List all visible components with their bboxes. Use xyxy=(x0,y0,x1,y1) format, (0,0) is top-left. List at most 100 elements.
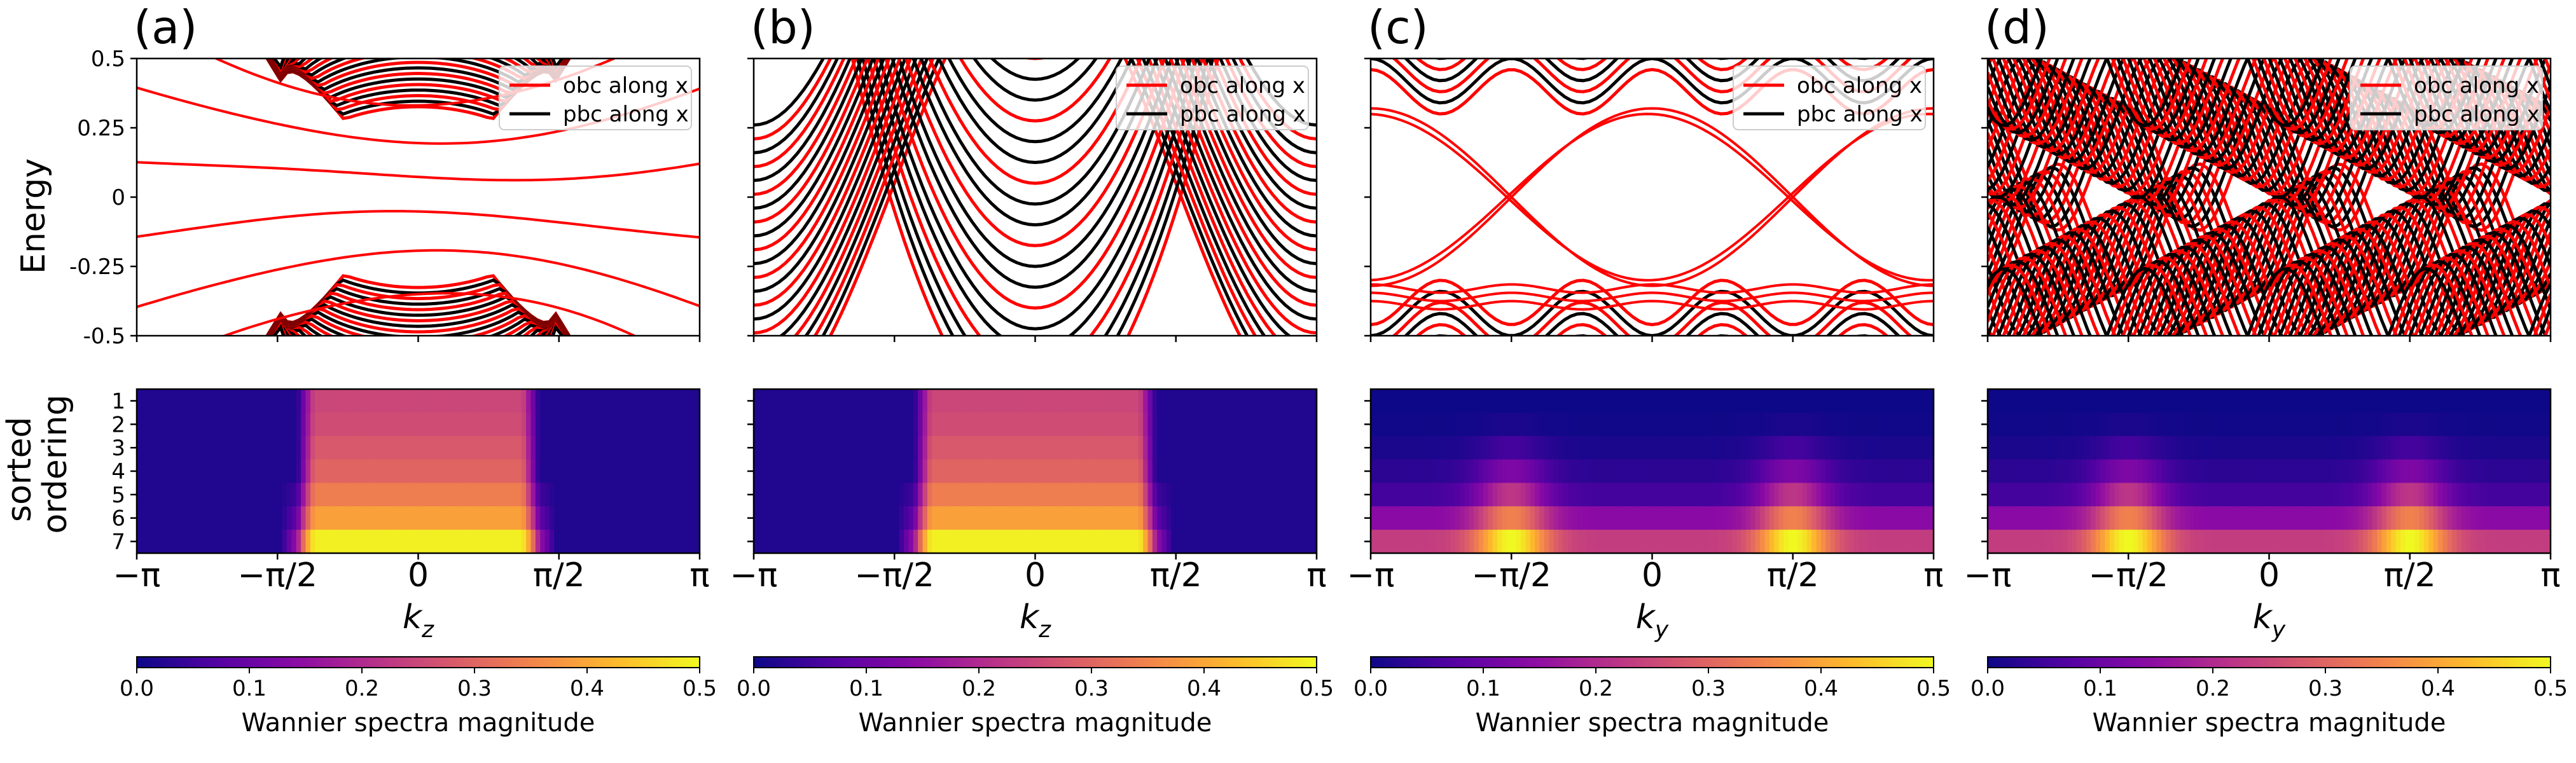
heatmap-cell xyxy=(2213,436,2218,460)
heatmap-cell xyxy=(2456,459,2462,484)
heatmap-cell xyxy=(2208,530,2213,554)
heatmap-cell xyxy=(258,389,264,413)
heatmap-cell xyxy=(690,483,696,507)
heatmap-cell xyxy=(662,530,667,554)
heatmap-cell xyxy=(2461,389,2467,413)
heatmap-cell xyxy=(1600,389,1606,413)
heatmap-cell xyxy=(2531,530,2537,554)
heatmap-cell xyxy=(2114,483,2120,507)
heatmap-cell xyxy=(296,436,301,460)
heatmap-cell xyxy=(2372,389,2378,413)
heatmap-cell xyxy=(2320,483,2326,507)
heatmap-cell xyxy=(366,436,372,460)
heatmap-cell xyxy=(1185,483,1191,507)
bulk-band-lower xyxy=(267,299,569,336)
heatmap-cell xyxy=(1222,412,1228,437)
heatmap-cell xyxy=(1002,530,1008,554)
colorbar-tick-label: 0.1 xyxy=(1466,676,1500,701)
heatmap-cell xyxy=(2095,412,2101,437)
heatmap-cell xyxy=(772,506,778,530)
heatmap-cell xyxy=(2419,506,2425,530)
heatmap-cell xyxy=(2109,389,2115,413)
heatmap-cell xyxy=(1114,389,1120,413)
heatmap-cell xyxy=(1530,483,1535,507)
heatmap-cell xyxy=(1628,412,1634,437)
heatmap-cell xyxy=(1199,459,1205,484)
heatmap-cell xyxy=(988,412,994,437)
heatmap-cell xyxy=(1992,483,1998,507)
heatmap-cell xyxy=(1016,506,1021,530)
heatmap-cell xyxy=(1802,530,1808,554)
heatmap-cell xyxy=(2020,530,2026,554)
heatmap-cell xyxy=(460,506,466,530)
heatmap-cell xyxy=(2053,459,2059,484)
heatmap-cell xyxy=(394,483,400,507)
heatmap-cell xyxy=(2363,436,2368,460)
heatmap-cell xyxy=(1035,483,1041,507)
heatmap-cell xyxy=(497,436,503,460)
heatmap-cell xyxy=(2363,389,2368,413)
heatmap-cell xyxy=(1811,412,1817,437)
heatmap-cell xyxy=(1783,530,1789,554)
heatmap-cell xyxy=(2227,530,2233,554)
heatmap-cell xyxy=(843,483,848,507)
bulk-band xyxy=(972,58,1098,102)
heatmap-cell xyxy=(2273,389,2279,413)
heatmap-cell xyxy=(1685,389,1691,413)
heatmap-cell xyxy=(2372,483,2378,507)
heatmap-cell xyxy=(1227,436,1233,460)
heatmap-cell xyxy=(1279,389,1284,413)
heatmap-cell xyxy=(2273,506,2279,530)
heatmap-cell xyxy=(521,436,527,460)
heatmap-cell xyxy=(2067,506,2073,530)
heatmap-cell xyxy=(2306,530,2312,554)
heatmap-cell xyxy=(282,506,287,530)
heatmap-cell xyxy=(1185,530,1191,554)
heatmap-cell xyxy=(657,483,663,507)
heatmap-cell xyxy=(263,530,269,554)
heatmap-cell xyxy=(2236,389,2241,413)
heatmap-cell xyxy=(1849,530,1855,554)
heatmap-cell xyxy=(2077,436,2082,460)
heatmap-cell xyxy=(1063,436,1069,460)
heatmap-cell xyxy=(544,530,550,554)
heatmap-cell xyxy=(2100,412,2105,437)
heatmap-cell xyxy=(272,436,278,460)
heatmap-cell xyxy=(946,483,952,507)
heatmap-cell xyxy=(1661,412,1667,437)
heatmap-cell xyxy=(1760,389,1766,413)
in-gap-edge-state xyxy=(137,249,700,308)
heatmap-cell xyxy=(2484,530,2490,554)
heatmap-cell xyxy=(1680,506,1686,530)
heatmap-cell xyxy=(1806,483,1812,507)
heatmap-cell xyxy=(1530,412,1535,437)
heatmap-cell xyxy=(1063,412,1069,437)
heatmap-cell xyxy=(964,530,970,554)
heatmap-cell xyxy=(1825,412,1831,437)
heatmap-cell xyxy=(1666,483,1672,507)
heatmap-cell xyxy=(2105,483,2110,507)
heatmap-cell xyxy=(2484,506,2490,530)
heatmap-cell xyxy=(1647,389,1653,413)
heatmap-cell xyxy=(847,412,853,437)
heatmap-cell xyxy=(558,483,564,507)
heatmap-cell xyxy=(1887,436,1892,460)
heatmap-cell xyxy=(2494,389,2500,413)
heatmap-cell xyxy=(1549,483,1555,507)
heatmap-cell xyxy=(880,436,886,460)
heatmap-cell xyxy=(1877,459,1883,484)
heatmap-cell xyxy=(550,506,555,530)
heatmap-cell xyxy=(1901,483,1906,507)
heatmap-cell xyxy=(427,412,433,437)
heatmap-cell xyxy=(824,483,829,507)
heatmap-cell xyxy=(2133,483,2138,507)
heatmap-cell xyxy=(936,506,942,530)
heatmap-cell xyxy=(2330,530,2336,554)
heatmap-cell xyxy=(643,436,649,460)
heatmap-cell xyxy=(814,530,820,554)
heatmap-cell xyxy=(287,436,292,460)
heatmap-cell xyxy=(291,530,297,554)
heatmap-cell xyxy=(2091,389,2096,413)
heatmap-cell xyxy=(2152,506,2157,530)
heatmap-cell xyxy=(2123,389,2129,413)
